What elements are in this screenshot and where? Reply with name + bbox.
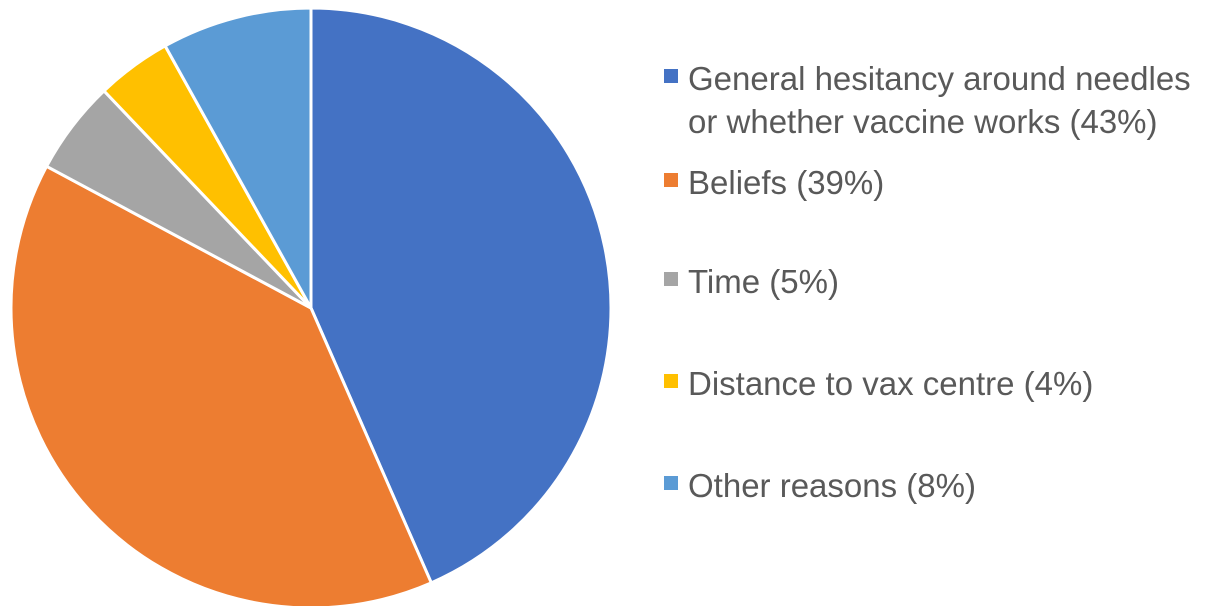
legend-item-time: Time (5%) [664,260,839,303]
legend-swatch [664,476,678,490]
legend-swatch [664,272,678,286]
pie-slice-beliefs [9,164,433,606]
legend-label: Other reasons (8%) [688,467,976,504]
legend-swatch [664,69,678,83]
legend-item-distance: Distance to vax centre (4%) [664,362,1093,405]
pie-slice-general-hesitancy [309,6,613,585]
legend: General hesitancy around needles or whet… [664,0,1214,606]
legend-item-other: Other reasons (8%) [664,464,976,507]
legend-label: General hesitancy around needles or whet… [688,60,1191,140]
legend-swatch [664,173,678,187]
legend-item-beliefs: Beliefs (39%) [664,161,884,204]
legend-swatch [664,374,678,388]
legend-label: Beliefs (39%) [688,164,885,201]
legend-label: Distance to vax centre (4%) [688,365,1094,402]
legend-item-general-hesitancy: General hesitancy around needles or whet… [664,57,1191,143]
pie-slice-other [163,6,313,310]
legend-label: Time (5%) [688,263,839,300]
